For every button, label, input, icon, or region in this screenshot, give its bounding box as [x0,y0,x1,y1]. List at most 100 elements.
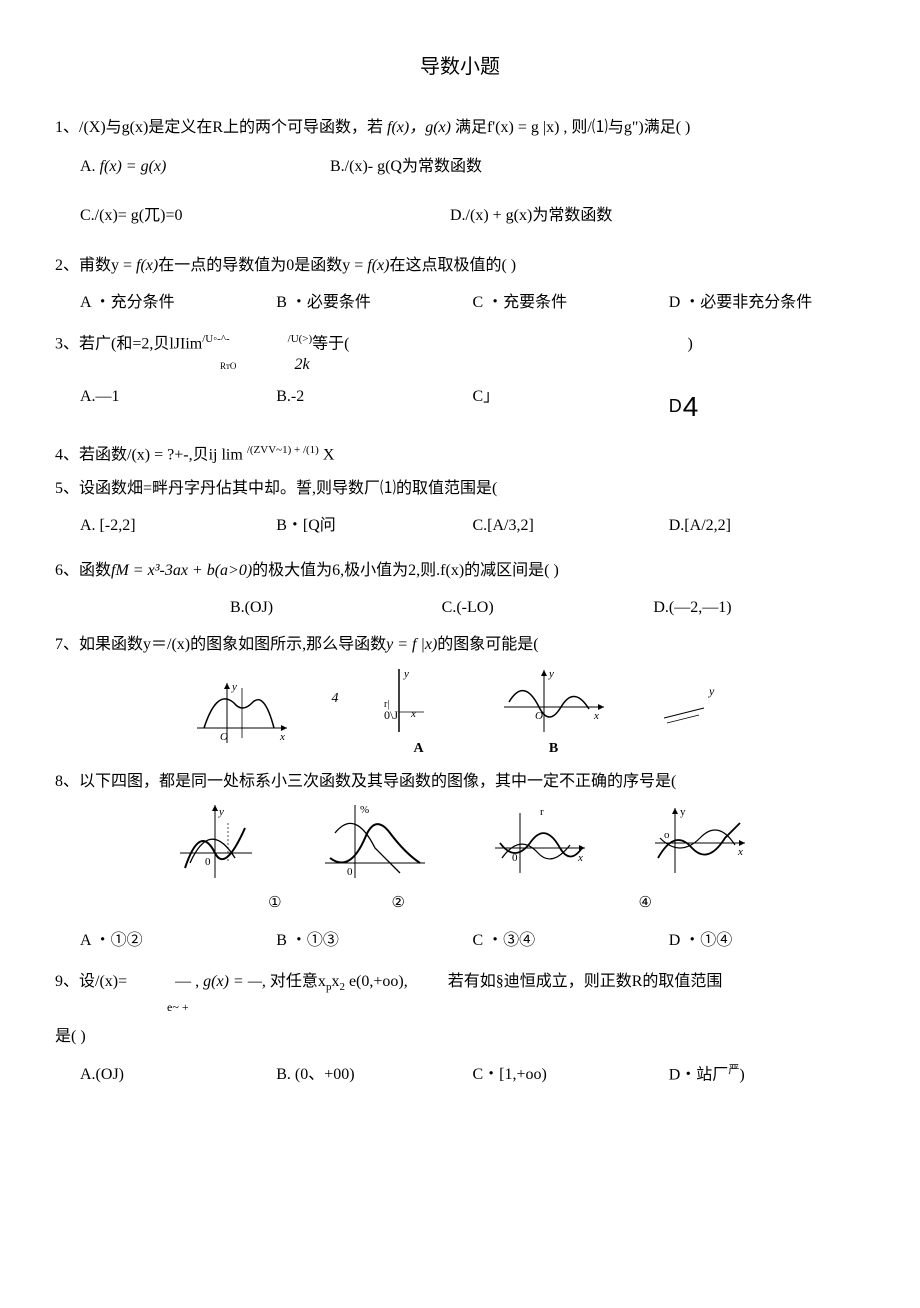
t: 7、如果函数y＝/(x)的图象如图所示,那么导函数 [55,636,386,653]
q8-circle-labels: ① ② ③ ④ [55,891,865,917]
q2-options: A ・充分条件 B ・必要条件 C ・充要条件 D ・必要非充分条件 [80,289,865,316]
q8-fig2: 0 % [320,803,430,883]
q6-d: D.(—2,—1) [653,594,865,621]
t: 3、若广(和=2,贝lJIim [55,335,202,352]
svg-text:y: y [231,681,237,693]
t: 在这点取极值的( ) [389,257,516,274]
q3-sub: RтO 2k [220,357,865,373]
t: B [499,737,609,761]
t: ) [688,335,693,352]
q7-lab4: 4 [332,687,339,711]
q9-tail: 是( ) [55,1023,865,1050]
q2-stem: 2、甫数y = f(x)在一点的导数值为0是函数y = f(x)在这点取极值的(… [55,252,865,279]
t: A [379,737,459,761]
q1-fxgx: f(x)，g(x) [387,119,451,136]
t: 的极大值为6,极小值为2,则.f(x)的减区间是( ) [252,562,559,579]
q9-c: C・[1,+oo) [473,1061,669,1089]
q3-options: A.—1 B.-2 C」 D4 [80,383,865,431]
q1-opt-c: C./(x)= g(兀)=0 [80,202,450,229]
svg-text:O: O [535,710,543,722]
q1-text: 1、/(X)与g(x)是定义在R上的两个可导函数，若 [55,119,383,136]
t: D [669,396,683,416]
q8-fig1: 0 y [170,803,260,883]
t: D・站厂 [669,1066,729,1083]
q3-a: A.—1 [80,383,276,431]
q9-d: D・站厂严) [669,1061,865,1089]
t: 6、函数 [55,562,111,579]
q7-fig-orig: O x y [192,678,292,748]
t: ④ [638,891,651,917]
svg-text:0: 0 [205,856,211,868]
t: /(ZVV~1) + /(1) [247,444,319,456]
q9-a: A.(OJ) [80,1061,276,1089]
svg-text:x: x [737,846,743,858]
t: e~ + [167,997,408,1017]
q1-stem: 1、/(X)与g(x)是定义在R上的两个可导函数，若 f(x)，g(x) 满足f… [55,114,865,141]
svg-text:x: x [279,731,285,743]
q5-a: A. [-2,2] [80,512,276,539]
svg-text:y: y [708,684,715,698]
q5-c: C.[A/3,2] [473,512,669,539]
t: — , [175,973,199,990]
q3-d: D4 [669,383,865,431]
q7-fig-a: y r| 0\J x A [379,667,459,761]
q8-fig4: o x y [650,803,750,883]
q7-stem: 7、如果函数y＝/(x)的图象如图所示,那么导函数y = f |x)的图象可能是… [55,631,865,658]
q6-stem: 6、函数fM = x³-3ax + b(a>0)的极大值为6,极小值为2,则.f… [55,557,865,584]
q8-d: D ・①④ [669,927,865,954]
q8-options: A ・①② B ・①③ C ・③④ D ・①④ [80,927,865,954]
q8-figures: 0 y 0 % 0 x r [55,803,865,883]
q1-options: A. f(x) = g(x) B./(x)- g(Q为常数函数 [80,153,865,190]
q5-options: A. [-2,2] B・[Q问 C.[A/3,2] D.[A/2,2] [80,512,865,539]
q3-b: B.-2 [276,383,472,431]
t: 的图象可能是( [437,636,538,653]
svg-text:0\J: 0\J [384,708,398,722]
q6-options: B.(OJ) C.(-LO) D.(—2,—1) [230,594,865,621]
q1-text3: , 则/⑴与g")满足( ) [563,119,690,136]
t: g(x) = —, [203,973,266,990]
q6-b: B.(OJ) [230,594,442,621]
t: 在一点的导数值为0是函数y = [158,257,367,274]
svg-text:y: y [680,806,686,818]
q7-figures: O x y 4 y r| 0\J x A O x y B [55,667,865,761]
q7-fig-d: y [649,683,729,743]
t: 4 [683,391,699,422]
svg-text:x: x [577,852,583,864]
q1-opt-b: B./(x)- g(Q为常数函数 [330,153,630,180]
q8-b: B ・①③ [276,927,472,954]
q8-c: C ・③④ [473,927,669,954]
t: 对任意x [270,973,326,990]
svg-text:%: % [360,804,369,816]
svg-text:x: x [593,710,599,722]
q8-a: A ・①② [80,927,276,954]
t: 2k [294,356,309,373]
t: 等于( [312,335,349,352]
q2-c: C ・充要条件 [473,289,669,316]
q5-d: D.[A/2,2] [669,512,865,539]
q3-stem: 3、若广(和=2,贝lJIim/U◦-^- /U(>)等于( ) RтO 2k [55,330,865,374]
q9-stem: 9、设/(x)= — , g(x) = —, 对任意xpx2 e(0,+oo),… [55,968,865,1017]
q6-c: C.(-LO) [442,594,654,621]
q8-stem: 8、以下四图，都是同一处标系小三次函数及其导函数的图像，其中一定不正确的序号是( [55,768,865,795]
svg-text:r: r [540,806,544,818]
q1-text2: 满足f'(x) = g |x) [455,119,559,136]
t: f(x) [367,257,389,274]
q2-d: D ・必要非充分条件 [669,289,865,316]
q7-fig-b: O x y B [499,667,609,761]
q9-b: B. (0、+00) [276,1061,472,1089]
q1-a-label: A. [80,158,100,175]
t: e(0,+oo), [345,973,408,990]
svg-text:0: 0 [347,866,353,878]
t: /U◦-^- [202,333,229,345]
q2-a: A ・充分条件 [80,289,276,316]
page-title: 导数小题 [55,50,865,84]
svg-text:o: o [664,829,670,841]
t: 9、设/(x)= [55,973,127,990]
t: y = f |x) [386,636,437,653]
svg-text:y: y [403,668,409,680]
q8-fig3: 0 x r [490,803,590,883]
q3-c: C」 [473,383,669,431]
q5-stem: 5、设函数畑=畔丹字丹佔其中却。誓,则导数厂⑴的取值范围是( [55,475,865,502]
svg-text:O: O [220,731,228,743]
t: fM = x³-3ax + b(a>0) [111,562,252,579]
